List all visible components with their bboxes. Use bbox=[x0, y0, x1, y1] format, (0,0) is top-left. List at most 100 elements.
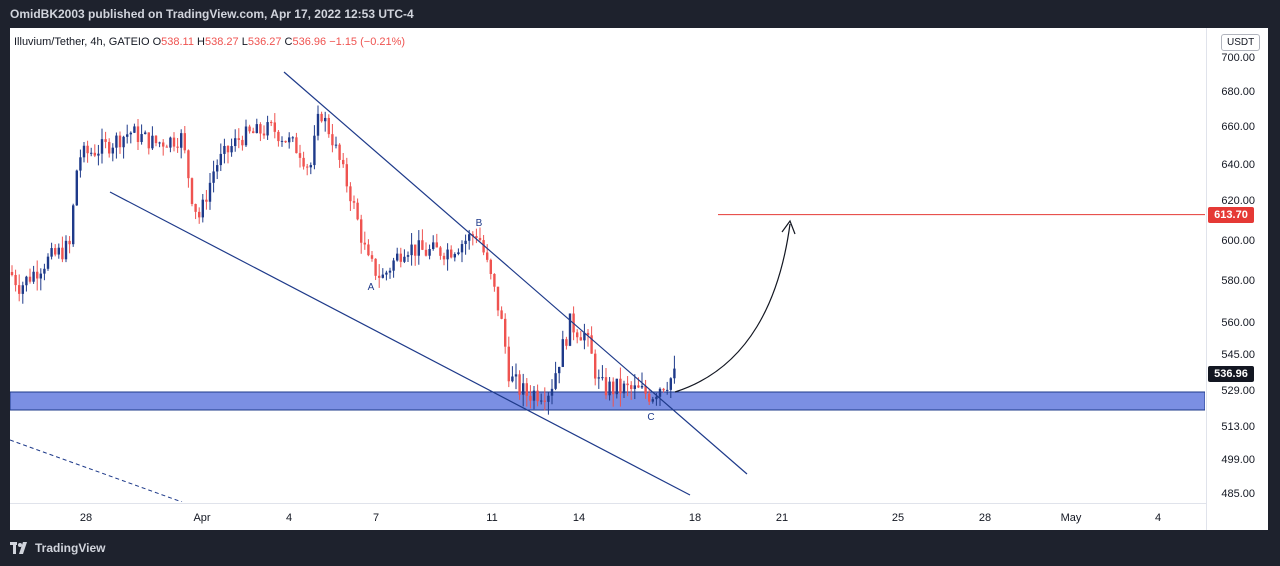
candle-body bbox=[547, 395, 550, 402]
currency-button[interactable]: USDT bbox=[1221, 34, 1261, 51]
candle-body bbox=[100, 139, 104, 154]
candle-body bbox=[291, 137, 294, 139]
candle-body bbox=[568, 313, 572, 346]
candle-body bbox=[342, 159, 345, 165]
candle-body bbox=[435, 242, 438, 248]
candle-body bbox=[457, 252, 460, 255]
upper-trendline bbox=[283, 71, 748, 475]
candle-body bbox=[147, 132, 150, 149]
candle-body bbox=[388, 270, 392, 273]
candle-body bbox=[36, 271, 39, 279]
support-zone bbox=[10, 391, 1205, 411]
candle-body bbox=[86, 145, 89, 154]
candle-body bbox=[205, 199, 208, 202]
chart-frame[interactable]: A B C Illuvium/Tether, 4h, GATEIO O538.11 … bbox=[10, 28, 1268, 530]
candle-body bbox=[284, 140, 287, 143]
candle-body bbox=[266, 122, 269, 136]
candle-body bbox=[543, 400, 546, 402]
candle-body bbox=[594, 353, 597, 379]
price-tick-label: 640.00 bbox=[1221, 159, 1255, 171]
dashed-trendline bbox=[10, 439, 183, 502]
candle-body bbox=[468, 234, 471, 241]
candle-body bbox=[237, 138, 240, 140]
candle-body bbox=[10, 272, 14, 275]
price-plot[interactable]: A B C Illuvium/Tether, 4h, GATEIO O538.11 … bbox=[10, 28, 1205, 502]
change-value: −1.15 (−0.21%) bbox=[329, 36, 406, 48]
candle-body bbox=[169, 137, 172, 148]
candle-body bbox=[219, 153, 222, 166]
candle-body bbox=[244, 126, 248, 146]
candle-body bbox=[464, 240, 467, 245]
candle-body bbox=[216, 165, 219, 172]
candle-body bbox=[500, 310, 503, 319]
candle-body bbox=[273, 122, 276, 132]
price-axis[interactable]: USDT 700.00 680.00 660.00 640.00 620.00 600.0… bbox=[1206, 28, 1269, 530]
candle-body bbox=[532, 390, 536, 401]
projection-curve bbox=[674, 223, 791, 393]
candle-body bbox=[108, 141, 111, 154]
candle-body bbox=[162, 142, 165, 147]
candle-body bbox=[489, 259, 492, 274]
brand-name: TradingView bbox=[35, 541, 106, 555]
candle-body bbox=[648, 393, 651, 402]
candle-body bbox=[316, 113, 320, 136]
price-tick-label: 600.00 bbox=[1221, 235, 1255, 247]
candle-body bbox=[421, 240, 424, 250]
price-tick-label: 580.00 bbox=[1221, 275, 1255, 287]
price-tick-label: 499.00 bbox=[1221, 454, 1255, 466]
candle-body bbox=[176, 146, 179, 148]
publish-info: OmidBK2003 published on TradingView.com,… bbox=[10, 7, 414, 21]
price-tick-label: 545.00 bbox=[1221, 349, 1255, 361]
time-tick-label: 18 bbox=[688, 512, 702, 524]
candle-body bbox=[619, 378, 622, 394]
candle-body bbox=[622, 383, 626, 394]
candle-body bbox=[158, 142, 161, 144]
candle-body bbox=[439, 247, 442, 256]
candle-body bbox=[381, 274, 384, 278]
candle-body bbox=[234, 138, 237, 147]
candle-body bbox=[565, 339, 568, 346]
arrow-head-icon bbox=[781, 219, 796, 235]
tradingview-logo-icon bbox=[10, 542, 27, 554]
wave-label: B bbox=[476, 218, 483, 229]
candle-body bbox=[406, 255, 410, 257]
candle-body bbox=[658, 388, 662, 397]
candle-body bbox=[129, 132, 132, 135]
candle-body bbox=[360, 219, 363, 243]
candle-body bbox=[504, 318, 507, 347]
candle-body bbox=[349, 186, 352, 202]
candle-body bbox=[511, 376, 514, 382]
candle-body bbox=[288, 137, 291, 143]
candle-body bbox=[392, 260, 395, 271]
candle-body bbox=[644, 385, 647, 394]
candle-body bbox=[356, 202, 359, 220]
candle-body bbox=[514, 374, 518, 377]
candle-body bbox=[64, 240, 68, 260]
candle-body bbox=[241, 139, 244, 146]
candle-body bbox=[255, 124, 258, 134]
candle-body bbox=[630, 385, 633, 389]
candle-body bbox=[518, 374, 521, 395]
candle-body bbox=[655, 396, 658, 400]
candle-body bbox=[313, 135, 316, 166]
candle-body bbox=[208, 182, 212, 202]
candle-body bbox=[378, 275, 381, 278]
candle-body bbox=[277, 131, 280, 142]
target-price-tag: 613.70 bbox=[1208, 206, 1254, 223]
time-tick-label: 28 bbox=[978, 512, 992, 524]
price-tick-label: 620.00 bbox=[1221, 195, 1255, 207]
candle-body bbox=[32, 271, 35, 282]
candle-body bbox=[414, 244, 417, 256]
candle-body bbox=[370, 255, 374, 259]
price-tick-label: 660.00 bbox=[1221, 121, 1255, 133]
candle-body bbox=[583, 332, 586, 341]
candle-body bbox=[442, 255, 446, 260]
candlestick-chart[interactable]: A B C bbox=[10, 28, 1205, 502]
time-axis[interactable]: 28 Apr 4 7 11 14 18 21 25 28 May 4 bbox=[10, 503, 1206, 531]
candle-body bbox=[558, 366, 561, 374]
candle-body bbox=[43, 268, 46, 274]
candle-body bbox=[151, 135, 154, 149]
wave-label: A bbox=[368, 282, 375, 293]
candle-body bbox=[90, 152, 93, 154]
candle-body bbox=[324, 117, 327, 122]
